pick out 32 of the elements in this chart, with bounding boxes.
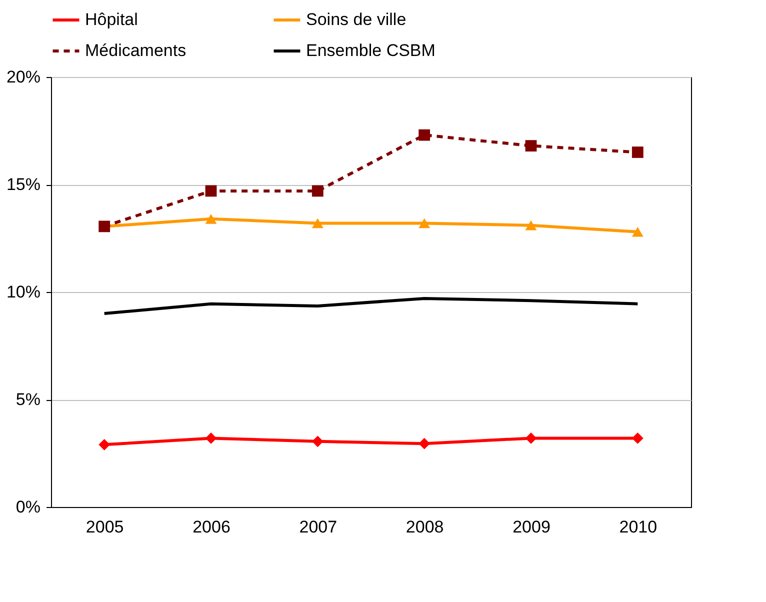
x-tick-label: 2009	[512, 518, 550, 536]
x-tick-label: 2005	[86, 518, 124, 536]
y-tick-label: 10%	[6, 282, 40, 302]
y-tick-label: 0%	[16, 498, 40, 516]
point	[205, 432, 217, 444]
x-tick-label: 2010	[619, 518, 658, 536]
point	[525, 220, 537, 230]
point	[418, 438, 430, 450]
point	[205, 185, 217, 197]
point	[418, 129, 430, 141]
y-tick-label: 20%	[6, 68, 40, 86]
legend-label: Hôpital	[85, 10, 138, 29]
y-tick-label: 5%	[16, 390, 40, 409]
x-tick-label: 2007	[299, 518, 338, 536]
legend-label: Soins de ville	[306, 10, 406, 29]
legend-label: Médicaments	[85, 41, 186, 60]
x-tick-label: 2008	[406, 518, 444, 536]
point	[525, 140, 537, 152]
point	[632, 146, 644, 158]
point	[632, 432, 644, 444]
point	[418, 218, 430, 228]
point	[312, 218, 324, 228]
point	[525, 432, 537, 444]
point	[98, 438, 110, 450]
y-tick-label: 15%	[6, 175, 40, 194]
x-tick-label: 2006	[192, 518, 230, 536]
legend-label: Ensemble CSBM	[306, 41, 436, 60]
line-series	[102, 296, 640, 315]
point	[205, 214, 217, 224]
point	[312, 185, 324, 197]
point	[312, 436, 324, 448]
point	[632, 226, 644, 237]
